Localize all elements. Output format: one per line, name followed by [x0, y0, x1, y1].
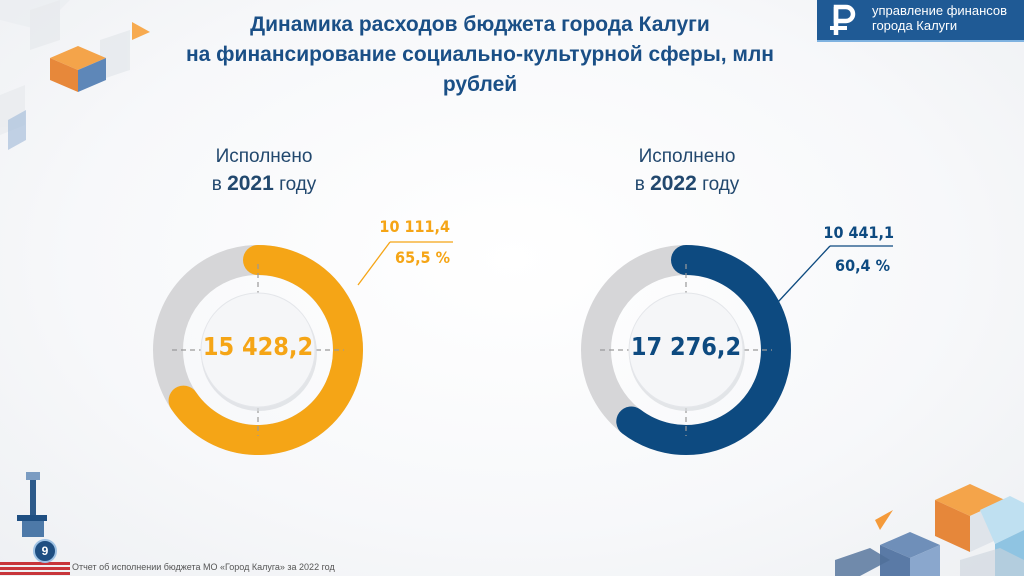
- callout-line-2021: [357, 241, 453, 286]
- caption-2021: Исполнено в 2021 году: [114, 143, 414, 198]
- caption-2021-prefix: в: [211, 174, 222, 195]
- caption-2021-suffix: году: [279, 174, 317, 195]
- center-disc: [200, 292, 316, 408]
- cube-top-left: [50, 46, 106, 92]
- monument-icon: [17, 472, 47, 537]
- caption-2021-line1: Исполнено: [215, 146, 313, 167]
- cube-bottom-right-3: [880, 532, 940, 576]
- percent-label-2022: 60,4 %: [835, 256, 890, 275]
- caption-2022-suffix: году: [702, 174, 740, 195]
- title-line-1: Динамика расходов бюджета города Калуги: [250, 13, 710, 36]
- total-label-2022: 17 276,2: [630, 332, 742, 361]
- orange-triangle-top: [132, 22, 150, 40]
- donut-chart-2022: [581, 245, 791, 455]
- logo-text-line-1: управление финансов: [872, 3, 1008, 18]
- value-label-2021: 10 111,4: [379, 217, 450, 236]
- value-label-2022: 10 441,1: [823, 223, 894, 242]
- logo-banner: [817, 0, 1024, 42]
- page-title: Динамика расходов бюджета города Калуги …: [150, 10, 810, 100]
- caption-2022: Исполнено в 2022 году: [537, 143, 837, 198]
- footer-text: Отчет об исполнении бюджета МО «Город Ка…: [72, 562, 335, 572]
- percent-label-2021: 65,5 %: [395, 248, 450, 267]
- slice-social-cultural: [168, 245, 363, 455]
- caption-2021-year: 2021: [227, 172, 274, 195]
- ruble-icon: [830, 4, 856, 35]
- caption-2022-year: 2022: [650, 172, 697, 195]
- donut-chart-2021: [153, 245, 363, 455]
- page-number-badge: 9: [33, 539, 57, 563]
- orange-triangle-bottom: [875, 510, 893, 530]
- slice-social-cultural: [616, 245, 791, 455]
- caption-2022-line1: Исполнено: [638, 146, 736, 167]
- total-label-2021: 15 428,2: [202, 332, 314, 361]
- footer-stripes: [0, 562, 70, 575]
- center-disc: [628, 292, 744, 408]
- logo-text-line-2: города Калуги: [872, 18, 958, 33]
- title-line-2: на финансирование социально-культурной с…: [185, 43, 774, 96]
- callout-line-2022: [777, 245, 893, 303]
- logo-text: управление финансов города Калуги: [872, 3, 1022, 33]
- caption-2022-prefix: в: [634, 174, 645, 195]
